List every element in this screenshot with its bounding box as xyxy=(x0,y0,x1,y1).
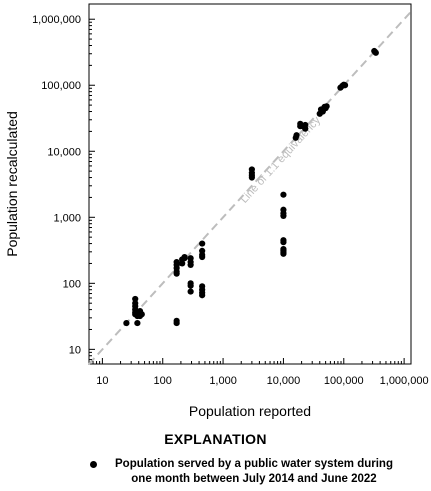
legend-marker-icon xyxy=(90,461,97,468)
legend-text: Population served by a public water syst… xyxy=(109,457,399,487)
plot-frame xyxy=(88,3,412,365)
data-point xyxy=(280,212,287,219)
y-tick-label: 10,000 xyxy=(47,146,81,158)
data-point xyxy=(132,295,139,303)
legend-entry: Population served by a public water syst… xyxy=(90,457,420,487)
y-axis-title: Population recalculated xyxy=(4,111,20,257)
x-tick-label: 100,000 xyxy=(324,375,364,387)
data-point xyxy=(173,319,180,327)
data-point xyxy=(293,132,300,139)
data-point xyxy=(372,49,379,56)
data-point xyxy=(280,250,287,257)
legend-title: EXPLANATION xyxy=(164,431,267,447)
y-tick-label: 10 xyxy=(69,344,81,356)
data-point xyxy=(199,253,206,261)
x-tick-label: 100 xyxy=(154,375,172,387)
data-point xyxy=(179,260,186,267)
y-axis-ticks: 10 100 1,000 10,000 100,000 1,000,000 xyxy=(32,14,95,361)
y-tick-label: 1,000,000 xyxy=(32,14,81,26)
data-point xyxy=(138,311,145,318)
data-point xyxy=(323,103,330,110)
x-tick-label: 1,000 xyxy=(209,375,237,387)
data-point xyxy=(302,121,309,129)
data-point xyxy=(187,261,194,269)
data-point xyxy=(341,82,349,89)
data-point xyxy=(181,255,188,262)
one-to-one-reference-line xyxy=(88,11,412,365)
data-points xyxy=(123,47,379,327)
y-tick-label: 100 xyxy=(63,278,81,290)
x-tick-label: 10 xyxy=(96,375,108,387)
data-point xyxy=(248,174,255,181)
data-point xyxy=(280,239,287,246)
legend-text-line: Population served by a public water syst… xyxy=(115,458,393,470)
data-point xyxy=(187,288,194,295)
data-point xyxy=(173,270,180,277)
data-point xyxy=(199,240,206,247)
reference-line-label: Line of 1:1 equivalency xyxy=(238,114,323,206)
data-point xyxy=(187,282,194,289)
data-point xyxy=(199,292,206,299)
y-tick-label: 1,000 xyxy=(53,212,81,224)
x-axis-ticks: 10 100 1,000 10,000 100,000 1,000,000 xyxy=(92,358,429,387)
x-axis-title: Population reported xyxy=(189,403,311,419)
data-point xyxy=(134,319,141,327)
x-tick-label: 1,000,000 xyxy=(380,375,429,387)
y-tick-label: 100,000 xyxy=(41,80,81,92)
data-point xyxy=(280,191,287,198)
x-tick-label: 10,000 xyxy=(267,375,301,387)
legend-text-line: one month between July 2014 and June 202… xyxy=(131,473,377,485)
scatter-chart: Line of 1:1 equivalency 10 100 1,000 10,000… xyxy=(4,3,429,419)
data-point xyxy=(123,319,130,327)
